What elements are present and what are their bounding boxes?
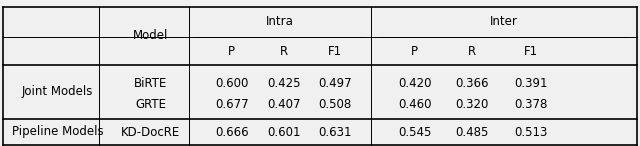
Text: 0.460: 0.460 [398,98,431,111]
Text: F1: F1 [524,45,538,58]
Text: KD-DocRE: KD-DocRE [121,126,180,139]
Text: 0.600: 0.600 [215,77,248,90]
Text: 0.513: 0.513 [515,126,548,139]
Text: 0.485: 0.485 [456,126,489,139]
Text: Pipeline Models: Pipeline Models [12,125,104,138]
Text: 0.391: 0.391 [515,77,548,90]
Text: 0.420: 0.420 [398,77,431,90]
Text: 0.425: 0.425 [267,77,300,90]
Text: Joint Models: Joint Models [22,85,93,99]
Text: 0.601: 0.601 [267,126,300,139]
Text: R: R [468,45,476,58]
Text: GRTE: GRTE [135,98,166,111]
Text: Intra: Intra [266,15,294,28]
Text: R: R [280,45,287,58]
Text: 0.545: 0.545 [398,126,431,139]
Text: 0.366: 0.366 [456,77,489,90]
Text: 0.378: 0.378 [515,98,548,111]
Text: Model: Model [132,29,168,42]
Text: Inter: Inter [490,15,518,28]
Text: 0.407: 0.407 [267,98,300,111]
Text: F1: F1 [328,45,342,58]
Text: P: P [412,45,418,58]
Text: 0.497: 0.497 [319,77,352,90]
Text: 0.320: 0.320 [456,98,489,111]
Text: BiRTE: BiRTE [134,77,167,90]
Text: 0.666: 0.666 [215,126,248,139]
Text: 0.677: 0.677 [215,98,248,111]
Text: P: P [228,45,235,58]
Text: 0.631: 0.631 [319,126,352,139]
Text: 0.508: 0.508 [319,98,352,111]
